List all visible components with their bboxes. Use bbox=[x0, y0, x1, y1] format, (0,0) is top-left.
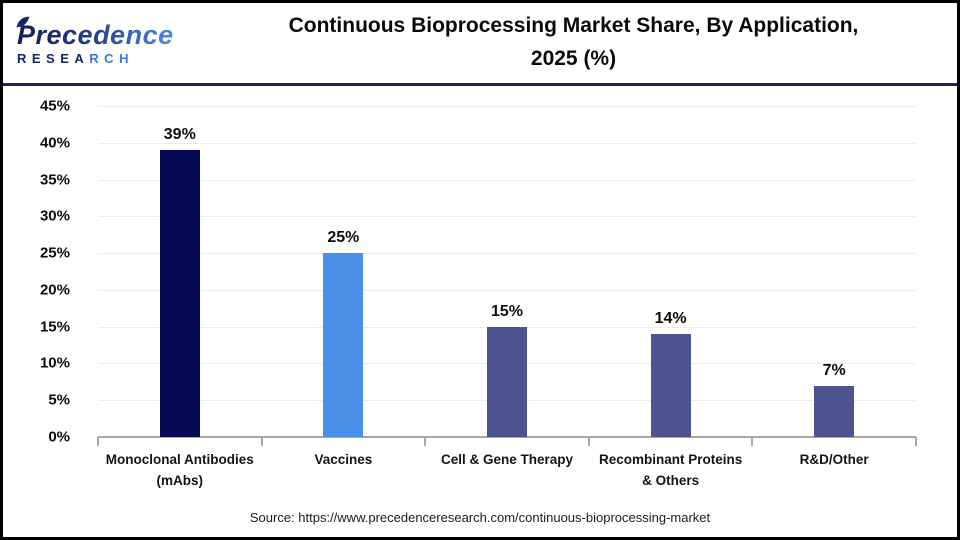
x-axis-labels: Monoclonal Antibodies (mAbs) Vaccines Cell… bbox=[3, 450, 957, 496]
bar-value-3: 15% bbox=[490, 302, 524, 320]
x-category-label-1: Monoclonal Antibodies (mAbs) bbox=[105, 452, 254, 488]
gridline-30% bbox=[98, 216, 916, 218]
bar-value-1: 39% bbox=[163, 126, 196, 144]
y-tick-label-5%: 5% bbox=[48, 391, 70, 409]
bar-value-5: 7% bbox=[822, 361, 846, 379]
x-axis-tick-5 bbox=[915, 437, 917, 446]
bar-5 bbox=[814, 385, 855, 437]
chart-title-line2: 2025 (%) bbox=[530, 47, 617, 70]
gridline-35% bbox=[98, 179, 916, 181]
bar-4 bbox=[650, 334, 691, 437]
x-axis-tick-4 bbox=[751, 437, 754, 446]
x-category-label-3: Cell & Gene Therapy bbox=[440, 452, 574, 467]
x-axis-tick-2 bbox=[424, 437, 427, 446]
chart-title-line1: Continuous Bioprocessing Market Share, B… bbox=[288, 14, 859, 38]
gridline-40% bbox=[98, 142, 916, 144]
bar-1 bbox=[159, 150, 200, 437]
x-category-label-5: R&D/Other bbox=[799, 452, 869, 467]
leaf-icon bbox=[16, 16, 30, 28]
logo-subtitle: RESEARCH bbox=[17, 50, 134, 66]
bar-2 bbox=[323, 253, 364, 437]
source-text: Source: https://www.precedenceresearch.c… bbox=[249, 510, 711, 525]
plot-area: 39% 25% 15% 14% 7% bbox=[97, 106, 917, 446]
y-tick-label-0%: 0% bbox=[48, 428, 70, 446]
bar-value-4: 14% bbox=[654, 310, 687, 328]
gridline-45% bbox=[98, 106, 916, 107]
y-tick-label-20%: 20% bbox=[39, 281, 70, 299]
y-tick-label-35%: 35% bbox=[39, 171, 70, 189]
y-tick-label-40%: 40% bbox=[39, 134, 70, 152]
y-axis: 0% 5% 10% 15% 20% 25% 30% 35% 40% 45% bbox=[3, 98, 84, 446]
x-axis-tick-1 bbox=[260, 437, 263, 446]
gridline-25% bbox=[98, 253, 916, 255]
bar-3 bbox=[487, 326, 527, 437]
logo-wordmark: Precedence bbox=[17, 19, 174, 50]
x-axis-tick-3 bbox=[587, 437, 590, 446]
y-tick-label-45%: 45% bbox=[39, 97, 70, 115]
precedence-research-logo: Precedence RESEARCH bbox=[3, 16, 208, 66]
x-category-label-4: Recombinant Proteins & Others bbox=[598, 452, 743, 488]
x-category-label-2: Vaccines bbox=[314, 452, 373, 467]
header-divider bbox=[3, 83, 957, 86]
x-axis-line bbox=[98, 436, 916, 438]
y-tick-label-10%: 10% bbox=[39, 354, 70, 372]
y-tick-label-25%: 25% bbox=[39, 244, 70, 262]
y-tick-label-15%: 15% bbox=[39, 318, 70, 336]
y-tick-label-30%: 30% bbox=[39, 207, 70, 225]
bar-value-2: 25% bbox=[327, 229, 360, 247]
chart-title: Continuous Bioprocessing Market Share, B… bbox=[208, 10, 957, 75]
x-axis-tick-0 bbox=[97, 437, 99, 446]
gridline-20% bbox=[98, 289, 916, 291]
header: Precedence RESEARCH Continuous Bioproces… bbox=[3, 3, 957, 83]
